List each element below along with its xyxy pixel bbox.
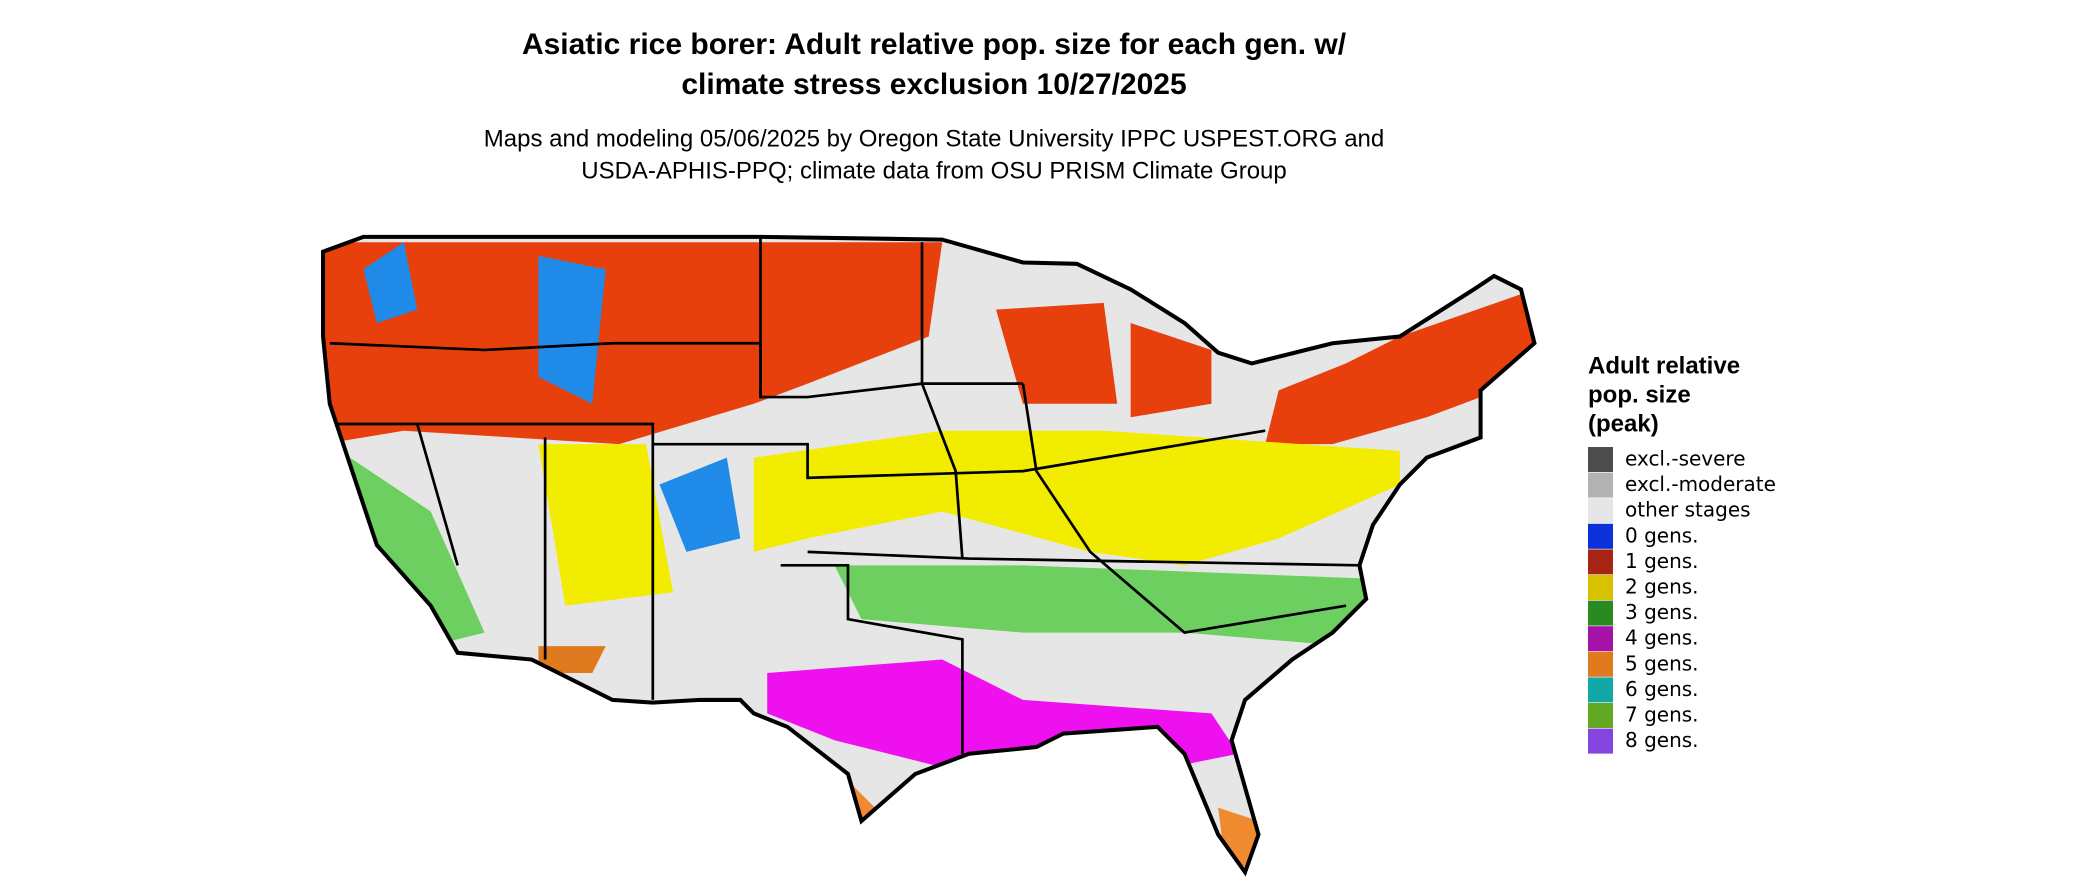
subtitle: Maps and modeling 05/06/2025 by Oregon S… bbox=[484, 125, 1384, 152]
legend-swatch bbox=[1588, 600, 1613, 626]
legend-label: 3 gens. bbox=[1625, 600, 1699, 624]
us-outline bbox=[321, 234, 1537, 877]
legend-swatch bbox=[1588, 447, 1613, 472]
legend-swatch bbox=[1588, 575, 1613, 600]
legend-swatch bbox=[1588, 728, 1613, 754]
legend-label: excl.-severe bbox=[1625, 447, 1746, 471]
legend-title: (peak) bbox=[1588, 410, 1659, 437]
legend-label: 6 gens. bbox=[1625, 677, 1699, 701]
legend-label: 1 gens. bbox=[1625, 549, 1699, 573]
legend-swatch bbox=[1588, 549, 1613, 575]
legend-label: 4 gens. bbox=[1625, 626, 1699, 650]
legend-label: other stages bbox=[1625, 498, 1751, 522]
title: climate stress exclusion 10/27/2025 bbox=[681, 68, 1186, 101]
legend-label: excl.-moderate bbox=[1625, 472, 1776, 496]
legend-title: Adult relative bbox=[1588, 352, 1740, 379]
legend-label: 0 gens. bbox=[1625, 523, 1699, 547]
legend-swatch bbox=[1588, 626, 1613, 652]
subtitle: USDA-APHIS-PPQ; climate data from OSU PR… bbox=[581, 157, 1287, 184]
legend-label: 7 gens. bbox=[1625, 703, 1699, 727]
legend-label: 8 gens. bbox=[1625, 728, 1699, 752]
legend-label: 5 gens. bbox=[1625, 651, 1699, 675]
state-borders bbox=[329, 236, 1360, 754]
map bbox=[321, 234, 1537, 877]
legend-title: pop. size bbox=[1588, 381, 1691, 408]
legend-swatch bbox=[1588, 498, 1613, 524]
legend-swatch bbox=[1588, 703, 1613, 728]
legend-swatch bbox=[1588, 651, 1613, 677]
legend-label: 2 gens. bbox=[1625, 575, 1699, 599]
legend-swatch bbox=[1588, 677, 1613, 703]
title: Asiatic rice borer: Adult relative pop. … bbox=[522, 28, 1347, 61]
legend-swatch bbox=[1588, 472, 1613, 498]
legend-swatch bbox=[1588, 523, 1613, 549]
